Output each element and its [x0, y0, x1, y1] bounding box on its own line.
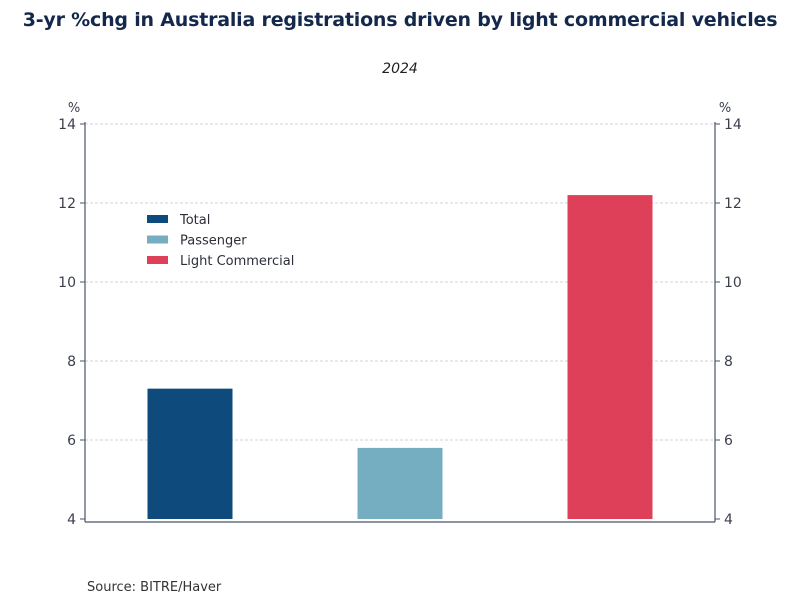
- bar-passenger: [357, 447, 443, 519]
- y-tick-label-left: 4: [67, 512, 76, 528]
- y-tick-label-left: 8: [67, 354, 76, 370]
- chart-subtitle: 2024: [382, 61, 418, 77]
- legend-label: Total: [179, 213, 210, 228]
- y-tick-label-left: 6: [67, 433, 76, 449]
- y-tick-label-right: 14: [724, 117, 742, 133]
- y-tick-label-right: 4: [724, 512, 733, 528]
- y-tick-label-right: 8: [724, 354, 733, 370]
- axes: 4 4 6 6 8 8 10 10 12 12 14 14: [58, 117, 742, 528]
- y-axis-unit-left: %: [68, 101, 80, 116]
- source-note: Source: BITRE/Haver: [87, 580, 222, 595]
- y-tick-label-right: 6: [724, 433, 733, 449]
- bar-light-commercial: [567, 195, 653, 519]
- y-axis-unit-right: %: [719, 101, 731, 116]
- y-tick-label-right: 12: [724, 196, 742, 212]
- legend: Total Passenger Light Commercial: [147, 213, 294, 269]
- y-tick-label-left: 12: [58, 196, 76, 212]
- y-tick-label-left: 10: [58, 275, 76, 291]
- legend-swatch-passenger: [147, 235, 168, 244]
- y-tick-label-left: 14: [58, 117, 76, 133]
- legend-swatch-light-commercial: [147, 256, 168, 264]
- legend-swatch-total: [147, 215, 168, 223]
- chart-title: 3-yr %chg in Australia registrations dri…: [22, 9, 778, 31]
- y-tick-label-right: 10: [724, 275, 742, 291]
- legend-label: Passenger: [180, 234, 247, 249]
- bars: [147, 195, 653, 519]
- bar-total: [147, 388, 233, 519]
- legend-label: Light Commercial: [180, 254, 294, 269]
